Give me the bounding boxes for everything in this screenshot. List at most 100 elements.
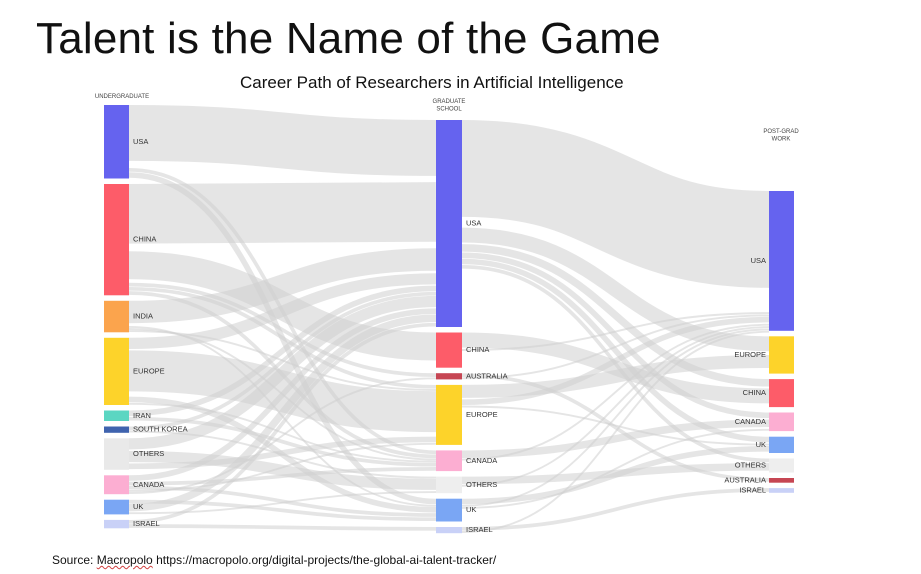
node-grad-others[interactable] [436,476,462,494]
flow-grad-uk-to-post-uk [461,446,770,505]
stage-label-post: POST-GRAD WORK [763,129,799,143]
node-post-uk[interactable] [769,436,794,453]
stage-nodes [104,105,794,534]
node-label-post-europe: EUROPE [734,350,766,359]
node-post-china[interactable] [769,379,794,408]
flow-grad-europe-to-post-europe [461,355,770,398]
flow-grad-usa-to-post-canada [461,252,770,419]
flow-grad-europe-to-post-uk [461,405,770,446]
chart-subtitle: Career Path of Researchers in Artificial… [240,73,624,92]
flow-grad-australia-to-post-australia [461,373,770,482]
node-grad-uk[interactable] [436,498,462,522]
node-ug-iran[interactable] [104,410,129,422]
node-label-ug-others: OTHERS [133,449,164,458]
flow-grad-australia-to-post-usa [461,314,770,380]
flow-grad-europe-to-post-usa [461,316,770,405]
source-brand: Macropolo [96,553,153,567]
flow-ug-europe-to-grad-usa [128,273,437,349]
flow-ug-usa-to-grad-usa [128,104,437,176]
node-post-others[interactable] [769,458,794,473]
flow-ug-iran-to-grad-usa [128,285,437,417]
stage-label-ug: UNDERGRADUATE [95,94,149,100]
node-ug-south-korea[interactable] [104,426,129,433]
flow-grad-others-to-post-usa [461,326,770,487]
node-post-australia[interactable] [769,478,794,483]
node-label-post-china: CHINA [743,388,766,397]
node-label-post-israel: ISRAEL [739,485,766,494]
node-grad-canada[interactable] [436,450,462,472]
node-ug-usa[interactable] [104,105,129,179]
node-post-israel[interactable] [769,488,794,493]
node-label-grad-europe: EUROPE [466,410,498,419]
node-label-grad-china: CHINA [466,345,489,354]
node-ug-others[interactable] [104,438,129,470]
node-label-ug-india: INDIA [133,312,153,321]
flow-ug-china-to-grad-australia [128,282,437,377]
node-ug-canada[interactable] [104,475,129,495]
node-grad-europe[interactable] [436,384,462,445]
node-ug-uk[interactable] [104,499,129,515]
flow-grad-uk-to-post-usa [461,328,770,507]
flow-ug-others-to-grad-usa [128,295,437,450]
node-ug-europe[interactable] [104,337,129,405]
node-label-grad-israel: ISRAEL [466,525,493,534]
node-label-post-usa: USA [751,256,766,265]
stage-label-grad: GRADUATE SCHOOL [433,99,466,113]
node-post-usa[interactable] [769,191,794,331]
flow-ug-canada-to-grad-canada [128,467,437,486]
flow-grad-china-to-post-usa [461,312,770,351]
flow-ug-others-to-grad-others [128,450,437,490]
node-grad-china[interactable] [436,332,462,368]
node-label-ug-usa: USA [133,137,148,146]
node-label-grad-others: OTHERS [466,480,497,489]
source-url[interactable]: https://macropolo.org/digital-projects/t… [156,553,497,567]
flow-grad-usa-to-post-china [461,244,770,387]
flow-grad-israel-to-post-israel [461,488,770,531]
node-label-post-others: OTHERS [735,460,766,469]
flow-grad-uk-to-post-canada [461,428,770,509]
stage-labels: USA CHINA INDIA EUROPE IRAN SOUTH KOREA OTHERS… [95,94,799,534]
node-label-grad-australia: AUSTRALIA [466,371,508,380]
flow-ug-china-to-grad-usa [128,182,437,244]
node-label-grad-usa: USA [466,218,481,227]
node-label-post-australia: AUSTRALIA [724,475,766,484]
flow-ug-china-to-grad-europe [128,286,437,389]
flow-grad-canada-to-post-usa [461,323,770,461]
node-label-ug-iran: IRAN [133,411,151,420]
node-label-post-canada: CANADA [735,417,766,426]
node-grad-israel[interactable] [436,527,462,534]
node-label-ug-south-korea: SOUTH KOREA [133,425,188,434]
node-label-grad-uk: UK [466,505,476,514]
slide-title: Talent is the Name of the Game [36,14,661,63]
node-label-ug-canada: CANADA [133,480,164,489]
flow-links [128,104,770,533]
flow-ug-canada-to-grad-australia [128,377,437,494]
flow-ug-canada-to-grad-europe [128,442,437,492]
node-label-ug-europe: EUROPE [133,366,165,375]
flow-grad-usa-to-post-usa [461,119,770,288]
node-post-europe[interactable] [769,336,794,374]
node-grad-australia[interactable] [436,373,462,380]
flow-ug-israel-to-grad-usa [128,322,437,524]
flow-grad-usa-to-post-uk [461,258,770,443]
node-label-ug-uk: UK [133,502,143,511]
node-ug-israel[interactable] [104,519,129,529]
node-ug-india[interactable] [104,300,129,333]
source-note: Source: Macropolo https://macropolo.org/… [52,553,496,567]
flow-ug-others-to-grad-europe [128,436,437,470]
flow-grad-israel-to-post-usa [461,330,770,533]
node-label-ug-israel: ISRAEL [133,519,160,528]
source-prefix: Source: [52,553,97,567]
node-grad-usa[interactable] [436,120,462,327]
flow-ug-south-korea-to-grad-usa [128,291,437,431]
flow-grad-china-to-post-china [461,332,770,404]
flow-ug-israel-to-grad-israel [128,524,437,531]
node-post-canada[interactable] [769,412,794,432]
flow-ug-uk-to-grad-usa [128,314,437,512]
node-label-grad-canada: CANADA [466,456,497,465]
node-ug-china[interactable] [104,184,129,296]
flow-ug-canada-to-grad-usa [128,308,437,481]
node-label-post-uk: UK [756,440,766,449]
node-label-ug-china: CHINA [133,235,156,244]
